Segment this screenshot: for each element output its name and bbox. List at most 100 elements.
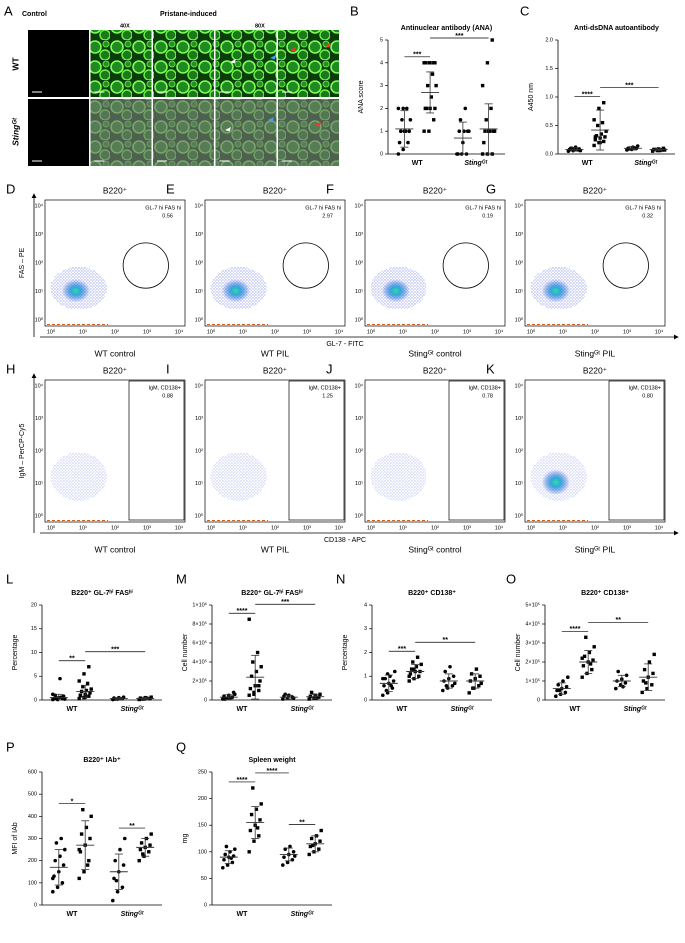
data-point <box>249 812 254 817</box>
data-point <box>448 664 452 669</box>
data-point <box>409 667 414 671</box>
sample-label: WT PIL <box>261 348 289 358</box>
data-point <box>645 686 649 691</box>
row-label: Stingᴳᵗ <box>10 117 20 146</box>
chart-title: B220⁺ GL-7ʰⁱ FASʰⁱ <box>241 588 303 597</box>
data-point <box>408 118 413 122</box>
data-point <box>233 692 237 697</box>
data-point <box>309 836 314 841</box>
data-point <box>84 825 89 830</box>
significance-label: **** <box>582 92 593 99</box>
y-tick-label: 0 <box>364 697 367 703</box>
y-tick-label: 0 <box>204 697 207 703</box>
x-tick-label: 10¹ <box>239 525 247 531</box>
data-point <box>89 687 93 691</box>
micrograph-image <box>278 99 339 166</box>
flow-title: B220⁺ <box>103 365 128 375</box>
y-tick-label: 10⁴ <box>355 382 364 389</box>
data-point <box>479 681 483 686</box>
x-tick-label: 10⁰ <box>207 524 216 531</box>
y-tick-label: 1 <box>364 674 367 680</box>
x-tick-label: WT <box>397 706 409 713</box>
y-axis-label: Cell number <box>515 633 522 671</box>
micrograph-image <box>153 99 214 166</box>
data-point <box>652 652 656 657</box>
data-point <box>662 148 667 152</box>
x-tick-label: 10² <box>431 525 439 531</box>
micrograph-image <box>90 99 152 166</box>
data-point <box>635 144 640 148</box>
data-point <box>412 667 416 671</box>
x-tick-label: 10³ <box>463 525 471 531</box>
data-point <box>63 697 67 701</box>
y-tick-label: 10² <box>195 260 203 266</box>
treated-label: Pristane-induced <box>160 11 217 18</box>
data-point <box>414 665 419 669</box>
data-point <box>317 847 321 851</box>
x-tick-label: 10⁰ <box>527 328 536 335</box>
significance-label: *** <box>111 647 119 654</box>
data-point <box>443 669 448 674</box>
x-tick-label: 10⁴ <box>495 524 504 531</box>
data-point <box>580 675 584 679</box>
data-point <box>644 681 648 685</box>
data-point <box>257 684 261 688</box>
data-point <box>489 106 493 111</box>
data-point <box>118 847 122 852</box>
data-point <box>252 692 256 696</box>
sample-label: Stingᴳᵗ control <box>408 348 461 358</box>
arrowhead <box>290 47 296 52</box>
significance-label: **** <box>570 626 581 633</box>
y-tick-label: 0.0 <box>545 151 553 157</box>
data-point <box>285 860 290 865</box>
y-tick-label: 5×10⁵ <box>525 601 540 608</box>
cell-scatter <box>50 452 107 501</box>
y-tick-label: 0 <box>204 902 207 908</box>
data-point <box>616 669 620 674</box>
data-point <box>404 106 409 111</box>
y-tick-label: 10³ <box>35 416 43 422</box>
y-tick-label: 3×10⁵ <box>525 639 540 646</box>
x-tick-label: Stingᴳᵗ <box>291 911 314 918</box>
y-tick-label: 10¹ <box>515 289 523 295</box>
data-point <box>149 695 153 699</box>
y-tick-label: 1×10⁶ <box>192 601 207 608</box>
significance-label: ** <box>615 617 621 624</box>
data-point <box>144 696 149 700</box>
x-tick-label: 10³ <box>303 525 311 531</box>
data-point <box>642 667 647 672</box>
arrowhead <box>270 55 276 60</box>
data-point <box>407 679 411 683</box>
y-tick-label: 20 <box>31 602 37 608</box>
arrowhead <box>268 117 274 122</box>
data-point <box>490 38 494 42</box>
data-point <box>223 852 227 857</box>
data-point <box>623 681 628 685</box>
x-tick-label: 10¹ <box>559 329 567 335</box>
data-point <box>596 123 600 128</box>
significance-label: ** <box>299 819 305 826</box>
image-shade <box>153 99 214 166</box>
flow-title: B220⁺ <box>583 185 608 195</box>
x-tick-label: 10⁰ <box>47 328 56 335</box>
y-axis-label: A450 nm <box>528 83 535 111</box>
y-tick-label: 10⁴ <box>195 382 204 389</box>
data-point <box>77 876 81 881</box>
y-tick-label: 8×10⁵ <box>192 620 207 627</box>
data-point <box>247 693 251 697</box>
data-point <box>288 844 292 849</box>
x-tick-label: 10¹ <box>79 329 87 335</box>
x-tick-label: 10⁰ <box>367 524 376 531</box>
data-point <box>87 694 91 698</box>
data-point <box>258 818 262 822</box>
data-point <box>581 664 586 668</box>
gate-value: 0.19 <box>482 213 493 219</box>
data-point <box>474 667 479 671</box>
data-point <box>433 61 437 65</box>
data-point <box>456 152 460 156</box>
data-point <box>651 671 655 676</box>
gate <box>128 380 185 521</box>
data-point <box>381 676 385 681</box>
data-point <box>600 120 605 125</box>
y-tick-label: 10² <box>355 448 363 454</box>
